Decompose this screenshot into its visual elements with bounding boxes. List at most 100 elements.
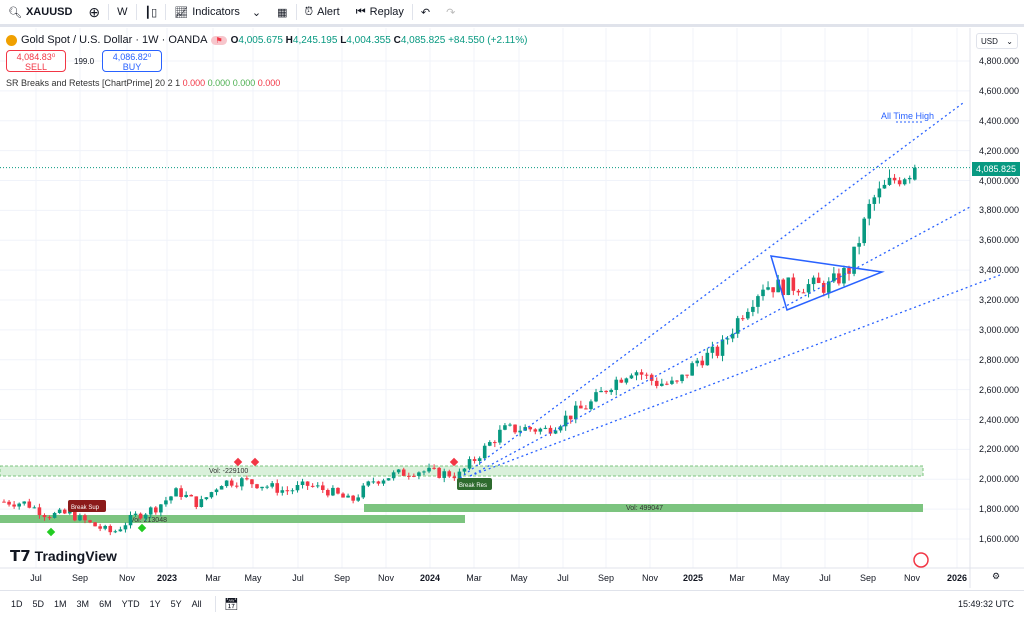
candle-body xyxy=(47,517,52,519)
candle-body xyxy=(98,526,102,529)
resistance-zone xyxy=(0,465,924,477)
alert-button[interactable]: ⏰︎ Alert xyxy=(304,5,340,19)
candle-body xyxy=(432,467,436,469)
indicator-legend[interactable]: SR Breaks and Retests [ChartPrime] 20 2 … xyxy=(6,78,281,88)
chart-type-button[interactable]: ┃▯ xyxy=(137,1,166,23)
trend-line xyxy=(469,274,1001,477)
candle-body xyxy=(665,383,669,385)
range-1y[interactable]: 1Y xyxy=(149,599,161,609)
signal-diamond xyxy=(233,457,243,467)
candle-body xyxy=(154,507,158,513)
time-tick: Nov xyxy=(377,573,395,583)
candle-body xyxy=(159,504,163,513)
price-axis[interactable]: 4,800.000 4,600.000 4,400.000 4,200.000 4,00… xyxy=(970,28,1024,568)
candle-body xyxy=(138,513,143,519)
candle-body xyxy=(776,279,780,293)
candle-body xyxy=(832,273,836,282)
candle-body xyxy=(462,468,467,472)
candle-body xyxy=(902,179,907,185)
candle-body xyxy=(781,279,786,295)
candle-body xyxy=(331,487,335,496)
time-tick: Nov xyxy=(118,573,136,583)
layouts-button[interactable]: ▦ xyxy=(269,1,295,23)
range-6m[interactable]: 6M xyxy=(99,599,112,609)
range-1d[interactable]: 1D xyxy=(11,599,23,609)
chevron-down-icon: ⌄ xyxy=(251,6,262,19)
candle-body xyxy=(128,514,133,526)
candle-body xyxy=(376,481,381,484)
flag-icon[interactable]: ⚑ xyxy=(211,35,227,45)
candle-body xyxy=(93,522,97,527)
candle-body xyxy=(179,488,183,497)
range-5y[interactable]: 5Y xyxy=(170,599,182,609)
symbol-search[interactable]: 🔍︎ XAUUSD xyxy=(8,6,73,19)
candle-body xyxy=(300,481,305,486)
support-zone xyxy=(0,515,465,523)
time-axis[interactable]: Jul Sep Nov 2023 Mar May Jul Sep Nov 2024 Mar May Ju… xyxy=(0,568,1000,588)
candle-body xyxy=(619,379,624,383)
candle-body xyxy=(670,380,674,384)
candle-body xyxy=(882,184,887,189)
break-res-label: Break Res xyxy=(459,483,487,489)
candle-body xyxy=(422,471,426,473)
settings-icon[interactable]: ⚙ xyxy=(992,571,1001,581)
buy-button[interactable]: 4,086.82⁰ BUY xyxy=(102,50,163,72)
time-tick: May xyxy=(244,573,262,583)
time-tick: Sep xyxy=(333,573,351,583)
range-3m[interactable]: 3M xyxy=(76,599,90,609)
replay-icon: ⏮︎ xyxy=(355,5,366,18)
support-zone xyxy=(364,504,923,512)
currency-select[interactable]: USD ⌄ xyxy=(976,33,1018,49)
candle-body xyxy=(401,469,406,476)
candle-body xyxy=(315,485,320,487)
range-5d[interactable]: 5D xyxy=(32,599,45,609)
divider xyxy=(295,4,297,20)
time-tick: Mar xyxy=(466,573,482,583)
candle-body xyxy=(513,424,517,433)
candle-body xyxy=(543,427,548,429)
undo-button[interactable]: ↶ xyxy=(413,1,438,23)
candle-body xyxy=(796,290,801,293)
candle-body xyxy=(417,472,421,476)
candle-body xyxy=(442,471,447,478)
sell-button[interactable]: 4,084.83⁰ SELL xyxy=(6,50,66,72)
candle-body xyxy=(437,467,441,478)
candle-body xyxy=(346,495,350,498)
goto-date-icon[interactable]: 📅︎ xyxy=(223,597,239,611)
candle-body xyxy=(487,442,492,446)
candle-body xyxy=(452,476,457,479)
candle-body xyxy=(685,374,689,376)
time-tick: Nov xyxy=(641,573,659,583)
bottom-toolbar: 1D 5D 1M 3M 6M YTD 1Y 5Y All 📅︎ 15:49:32 UTC xyxy=(0,590,1024,617)
compare-button[interactable]: ⊕ xyxy=(80,1,108,23)
candle-body xyxy=(42,515,47,518)
symbol-title: Gold Spot / U.S. Dollar · 1W · OANDA xyxy=(21,34,208,46)
price-chart[interactable]: Vol: -229100 Vol: 213048 Vol: 499047 All Ti… xyxy=(0,28,1024,588)
candle-body xyxy=(67,511,72,514)
range-all[interactable]: All xyxy=(191,599,202,609)
candle-body xyxy=(907,177,912,180)
undo-icon: ↶ xyxy=(420,6,431,19)
candle-body xyxy=(862,218,866,244)
price-tick: 3,200.000 xyxy=(978,295,1019,305)
candle-body xyxy=(189,494,194,497)
candle-body xyxy=(493,442,497,444)
interval-button[interactable]: W xyxy=(117,6,128,18)
candle-body xyxy=(123,525,128,530)
last-price-label: 4,085.825 xyxy=(972,162,1020,176)
candle-body xyxy=(73,511,77,521)
range-1m[interactable]: 1M xyxy=(54,599,67,609)
price-tick: 4,000.000 xyxy=(978,175,1019,186)
candle-body xyxy=(751,306,755,312)
candle-body xyxy=(533,429,538,432)
candle-body xyxy=(897,180,902,185)
candle-body xyxy=(341,493,345,498)
candle-body xyxy=(366,481,371,486)
range-ytd[interactable]: YTD xyxy=(121,599,140,609)
candle-body xyxy=(320,485,325,490)
indicators-button[interactable]: 📈︎ Indicators ⌄ xyxy=(174,6,262,19)
replay-button[interactable]: ⏮︎ Replay xyxy=(355,5,404,19)
candle-body xyxy=(386,478,391,481)
candle-body xyxy=(78,515,82,521)
redo-button[interactable]: ↷ xyxy=(438,1,463,23)
